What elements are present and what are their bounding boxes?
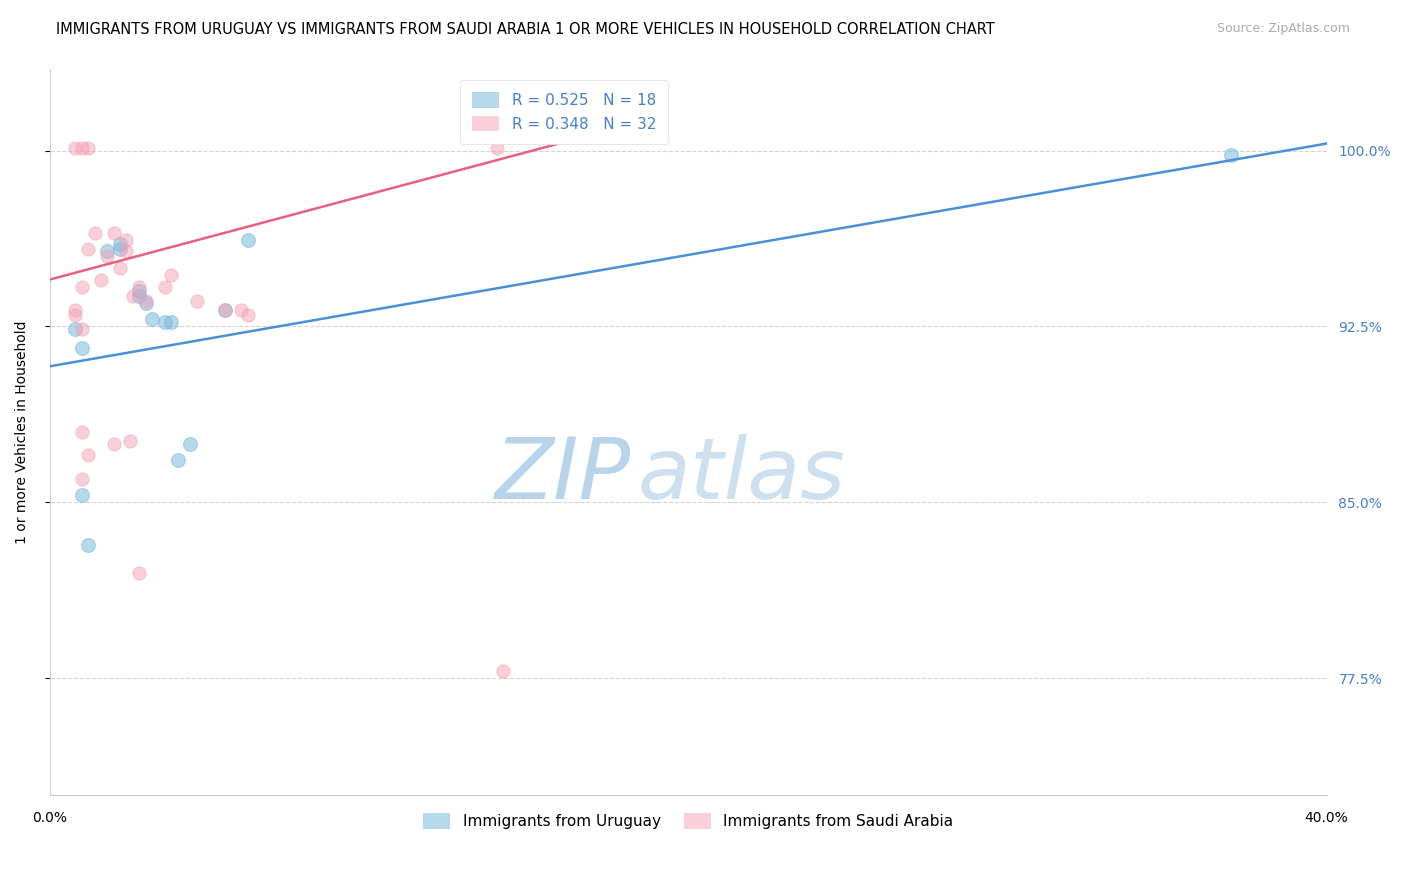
Point [65, 303, 87, 318]
Point [153, 279, 176, 293]
Point [141, 312, 163, 326]
Point [179, 436, 201, 450]
Point [231, 303, 253, 318]
Point [70, 141, 93, 155]
Point [65, 322, 87, 336]
Point [115, 244, 138, 259]
Point [214, 303, 236, 318]
Point [160, 315, 183, 329]
Point [70, 322, 93, 336]
Point [115, 233, 138, 247]
Point [77, 449, 100, 463]
Point [153, 315, 176, 329]
Point [160, 268, 183, 282]
Point [128, 289, 150, 303]
Text: ZIP: ZIP [495, 434, 631, 517]
Point [166, 453, 188, 467]
Point [108, 242, 131, 256]
Point [96, 249, 118, 263]
Point [108, 237, 131, 252]
Point [128, 566, 150, 580]
Legend: Immigrants from Uruguay, Immigrants from Saudi Arabia: Immigrants from Uruguay, Immigrants from… [416, 806, 959, 835]
Point [108, 260, 131, 275]
Point [83, 226, 105, 240]
Point [70, 341, 93, 355]
Point [128, 285, 150, 299]
Point [70, 472, 93, 486]
Point [65, 308, 87, 322]
Point [90, 272, 112, 286]
Point [96, 244, 118, 259]
Point [128, 279, 150, 293]
Point [118, 434, 141, 449]
Point [485, 141, 508, 155]
Point [70, 488, 93, 502]
Point [186, 293, 208, 308]
Point [70, 279, 93, 293]
Point [121, 289, 143, 303]
Point [236, 233, 259, 247]
Point [214, 303, 236, 318]
Point [236, 308, 259, 322]
Point [492, 664, 515, 678]
Point [77, 537, 100, 551]
Point [135, 296, 157, 310]
Text: Source: ZipAtlas.com: Source: ZipAtlas.com [1216, 22, 1350, 36]
Point [77, 141, 100, 155]
Point [135, 293, 157, 308]
Point [70, 425, 93, 439]
Text: IMMIGRANTS FROM URUGUAY VS IMMIGRANTS FROM SAUDI ARABIA 1 OR MORE VEHICLES IN HO: IMMIGRANTS FROM URUGUAY VS IMMIGRANTS FR… [56, 22, 995, 37]
Point [103, 226, 125, 240]
Y-axis label: 1 or more Vehicles in Household: 1 or more Vehicles in Household [15, 320, 30, 544]
Point [1219, 148, 1241, 162]
Point [65, 141, 87, 155]
Point [77, 242, 100, 256]
Point [103, 436, 125, 450]
Text: atlas: atlas [637, 434, 845, 517]
